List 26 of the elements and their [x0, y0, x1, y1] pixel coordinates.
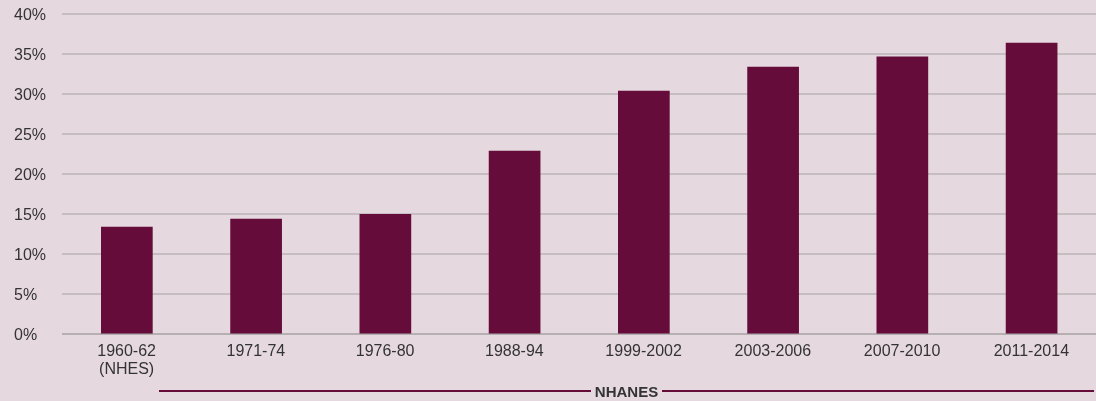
y-tick-label: 10% [14, 245, 47, 263]
y-tick-label: 15% [14, 205, 47, 223]
bar [618, 90, 670, 334]
x-tick-label: 2011-2014 [993, 342, 1070, 359]
bar [101, 226, 153, 334]
x-tick-label: 2003-2006 [734, 342, 812, 359]
bar [747, 66, 799, 334]
y-tick-label: 30% [14, 85, 47, 103]
y-tick-label: 20% [14, 165, 47, 183]
x-tick-label: 1960-62 (NHES) [97, 342, 157, 377]
x-tick-label: 1988-94 [485, 342, 544, 359]
text: NHANES [593, 382, 660, 400]
x-tick-label: 1976-80 [355, 342, 415, 359]
y-tick-label: 35% [14, 45, 47, 63]
x-tick-label: 1971-74 [226, 342, 286, 359]
bar [876, 56, 929, 334]
y-tick-label: 5% [14, 285, 38, 303]
bar [359, 214, 412, 334]
x-tick-label: 2007-2010 [863, 342, 941, 359]
y-tick-label: 25% [14, 125, 47, 143]
y-tick-label: 0% [14, 325, 38, 343]
bar [230, 218, 282, 334]
y-tick-label: 40% [14, 5, 47, 23]
bar [488, 150, 541, 334]
x-tick-label: 1999-2002 [605, 342, 682, 359]
bar [1005, 42, 1058, 334]
